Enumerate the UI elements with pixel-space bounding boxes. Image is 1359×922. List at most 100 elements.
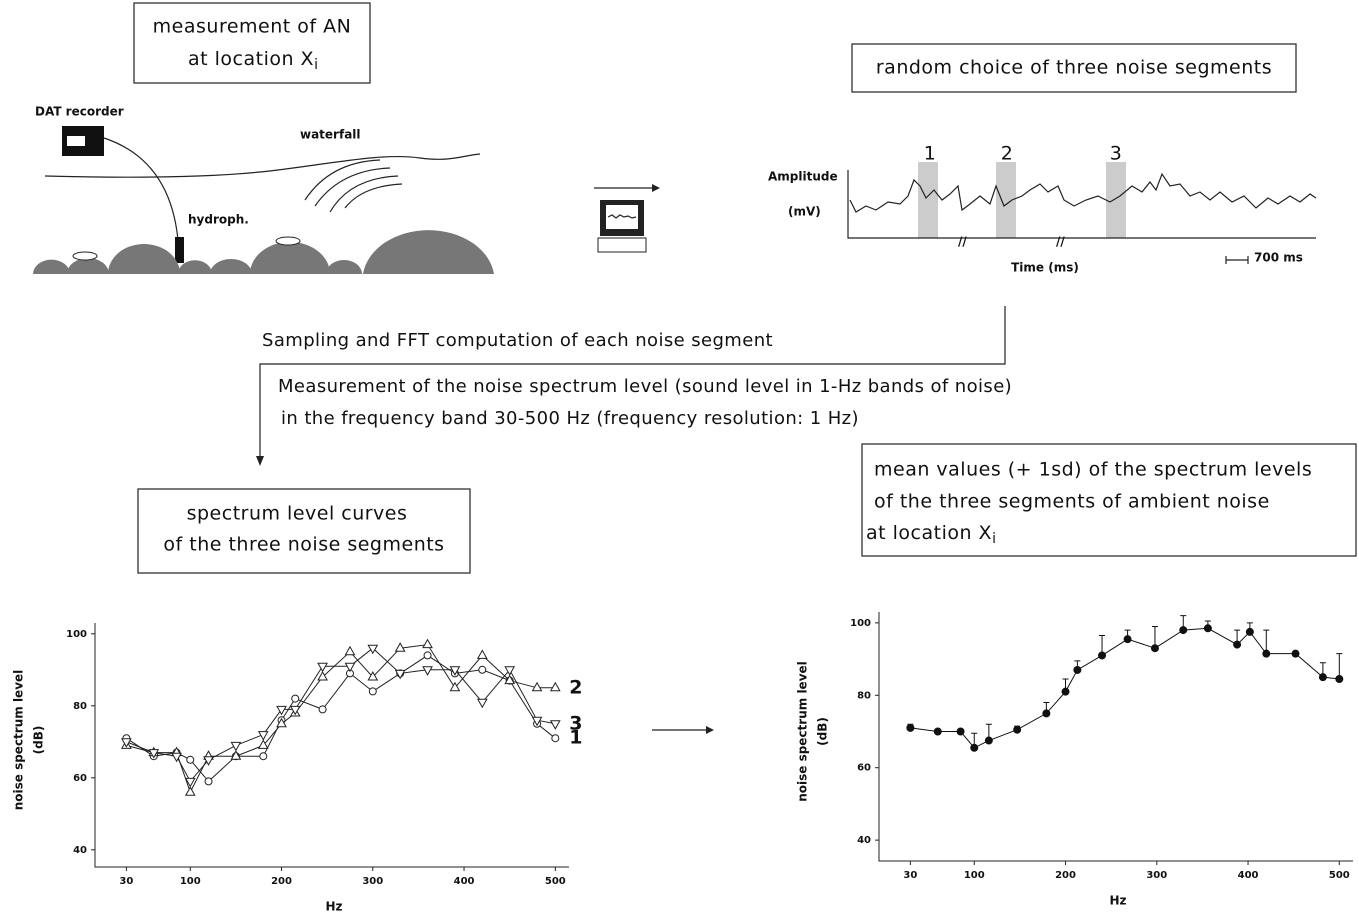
- marker: [186, 755, 195, 764]
- marker: [368, 687, 377, 696]
- series-line: [126, 644, 556, 794]
- x-axis-title: Hz: [325, 900, 342, 914]
- marker: [121, 738, 132, 748]
- measure-text: measurement of AN: [153, 16, 352, 38]
- marker: [422, 666, 433, 676]
- arrowhead: [256, 456, 264, 466]
- marker: [1150, 644, 1159, 653]
- step-text: Measurement of the noise spectrum level …: [278, 376, 1012, 397]
- marker: [956, 727, 965, 736]
- marker: [1245, 627, 1254, 636]
- break: //: [1056, 235, 1065, 249]
- y-tick-label: 40: [857, 835, 871, 846]
- marker: [531, 716, 543, 727]
- marker: [230, 741, 242, 752]
- segment: [918, 162, 938, 238]
- amplitude-unit: (mV): [788, 205, 821, 219]
- marker: [551, 734, 560, 743]
- marker: [549, 681, 561, 692]
- arrowhead: [652, 184, 660, 192]
- series-label: 1: [569, 727, 583, 749]
- marker: [1335, 674, 1344, 683]
- y-axis-title: noise spectrum level: [12, 670, 26, 811]
- x-tick-label: 100: [180, 876, 201, 887]
- marker: [291, 694, 300, 703]
- marker: [184, 777, 196, 788]
- x-tick-label: 400: [454, 876, 475, 887]
- computer-screen: [606, 205, 638, 229]
- series-label: 3: [569, 712, 583, 734]
- marker: [394, 669, 406, 680]
- y-tick-label: 100: [66, 629, 87, 640]
- y-tick-label: 100: [850, 618, 871, 629]
- marker: [1203, 624, 1212, 633]
- step-text: Sampling and FFT computation of each noi…: [262, 330, 773, 351]
- marker: [344, 645, 356, 656]
- axes: [878, 612, 1353, 862]
- step-text: in the frequency band 30-500 Hz (frequen…: [281, 408, 859, 429]
- y-tick-label: 40: [73, 845, 87, 856]
- marker: [230, 750, 242, 760]
- marker: [478, 665, 487, 674]
- marker: [203, 756, 214, 766]
- keyboard: [597, 237, 647, 253]
- marker: [204, 777, 213, 786]
- segment-label: 2: [1001, 143, 1014, 165]
- x-tick-label: 200: [271, 876, 292, 887]
- marker: [171, 752, 182, 763]
- marker: [531, 681, 543, 692]
- mean-text: mean values (+ 1sd) of the spectrum leve…: [874, 459, 1312, 481]
- marker: [1098, 651, 1107, 660]
- y-axis-title: (dB): [32, 726, 46, 755]
- series-label: 2: [569, 676, 583, 698]
- marker: [423, 651, 432, 660]
- x-tick-label: 300: [1146, 870, 1167, 881]
- time-label: Time (ms): [1011, 261, 1079, 275]
- y-tick-label: 60: [73, 773, 87, 784]
- error-bar: [1336, 653, 1343, 679]
- segment-label: 3: [1110, 143, 1123, 165]
- marker: [318, 705, 327, 714]
- marker: [148, 749, 160, 759]
- break: //: [958, 235, 967, 249]
- water-surface: [44, 153, 481, 178]
- dat-label: DAT recorder: [35, 105, 124, 119]
- marker: [476, 649, 488, 659]
- axes: [94, 623, 569, 868]
- marker: [449, 681, 461, 692]
- marker: [970, 743, 979, 752]
- x-tick-label: 500: [1329, 870, 1350, 881]
- marker: [1042, 709, 1051, 718]
- mean-box: [861, 443, 1357, 557]
- x-tick-label: 300: [362, 876, 383, 887]
- marker: [1073, 665, 1082, 674]
- marker: [317, 662, 328, 673]
- y-tick-label: 60: [857, 763, 871, 774]
- curves-text: of the three noise segments: [163, 534, 444, 556]
- trace: [849, 172, 1317, 213]
- marker: [1061, 687, 1070, 696]
- amplitude-label: Amplitude: [768, 170, 838, 184]
- hydrophone-label: hydroph.: [188, 213, 249, 227]
- marker: [276, 717, 287, 728]
- x-tick-label: 30: [903, 870, 917, 881]
- marker: [504, 674, 516, 685]
- curves-box: [137, 488, 471, 574]
- marker: [289, 705, 301, 716]
- marker: [257, 731, 269, 741]
- cable: [103, 137, 179, 241]
- marker: [933, 727, 942, 736]
- marker: [1291, 649, 1300, 658]
- mean-text: of the three segments of ambient noise: [874, 491, 1270, 513]
- marker: [1233, 640, 1242, 649]
- x-tick-label: 500: [545, 876, 566, 887]
- marker: [449, 666, 461, 676]
- marker: [184, 786, 196, 796]
- scale-bar: [1225, 256, 1249, 264]
- marker: [422, 638, 433, 649]
- trace-axes: [847, 170, 1316, 239]
- y-tick-label: 80: [73, 701, 87, 712]
- y-axis-title: noise spectrum level: [796, 661, 810, 802]
- scale-label: 700 ms: [1254, 251, 1303, 265]
- x-tick-label: 400: [1238, 870, 1259, 881]
